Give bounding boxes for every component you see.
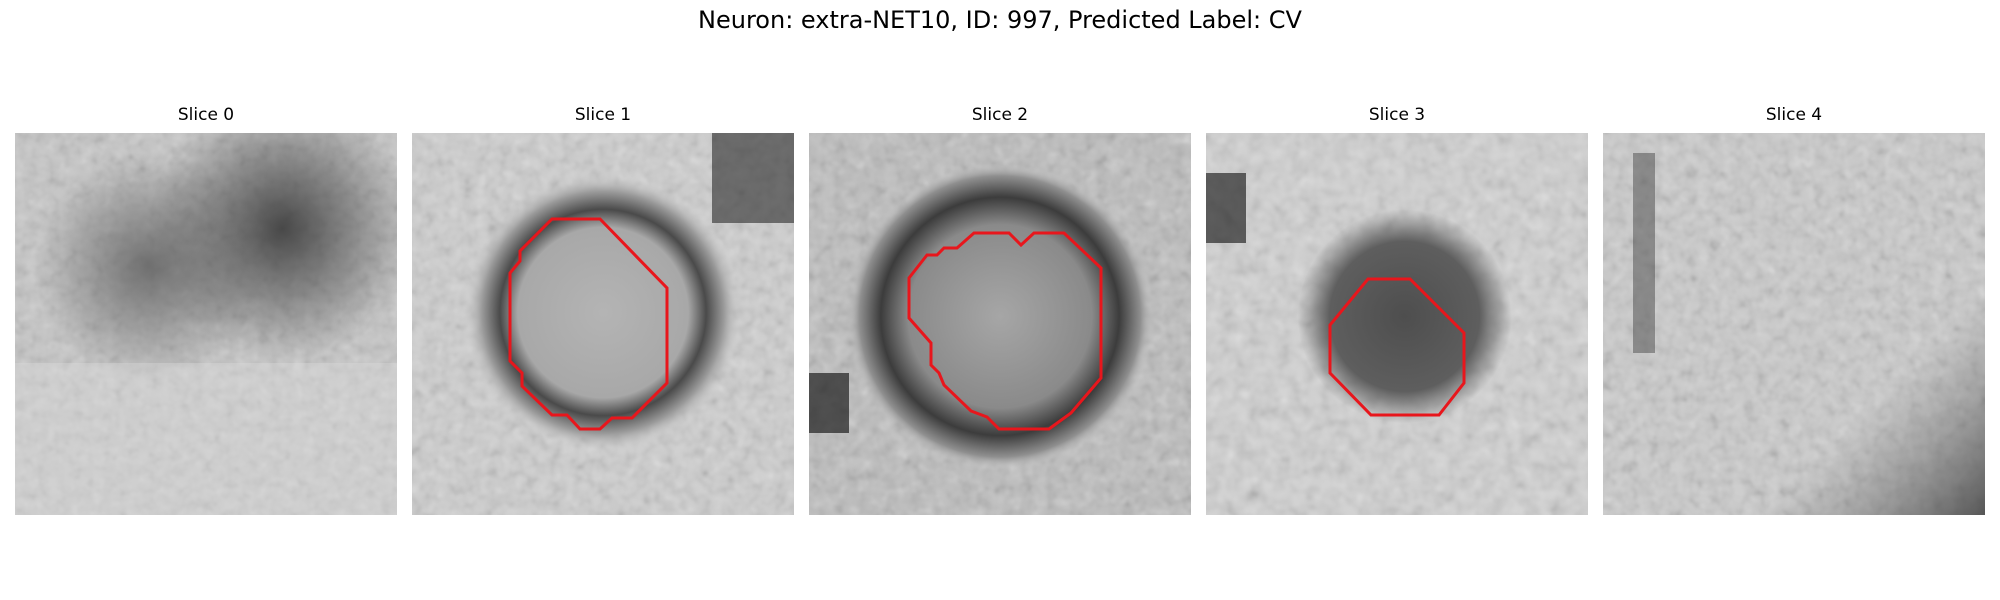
slice-image [15, 133, 397, 515]
slice-title: Slice 4 [1765, 105, 1823, 125]
slice-image [1603, 133, 1985, 515]
slice-image [809, 133, 1191, 515]
slice-panel-0: Slice 0 [15, 105, 397, 515]
roi-contour [508, 217, 669, 431]
slice-title: Slice 3 [1368, 105, 1426, 125]
slice-image [412, 133, 794, 515]
slice-title: Slice 2 [971, 105, 1029, 125]
roi-contour [907, 231, 1103, 431]
slice-panel-4: Slice 4 [1603, 105, 1985, 515]
slice-image [1206, 133, 1588, 515]
figure-title: Neuron: extra-NET10, ID: 997, Predicted … [698, 6, 1302, 34]
slice-panel-2: Slice 2 [809, 105, 1191, 515]
slice-title: Slice 1 [574, 105, 632, 125]
slice-panel-3: Slice 3 [1206, 105, 1588, 515]
slice-title: Slice 0 [177, 105, 235, 125]
slice-panel-1: Slice 1 [412, 105, 794, 515]
roi-contour [1328, 277, 1466, 417]
